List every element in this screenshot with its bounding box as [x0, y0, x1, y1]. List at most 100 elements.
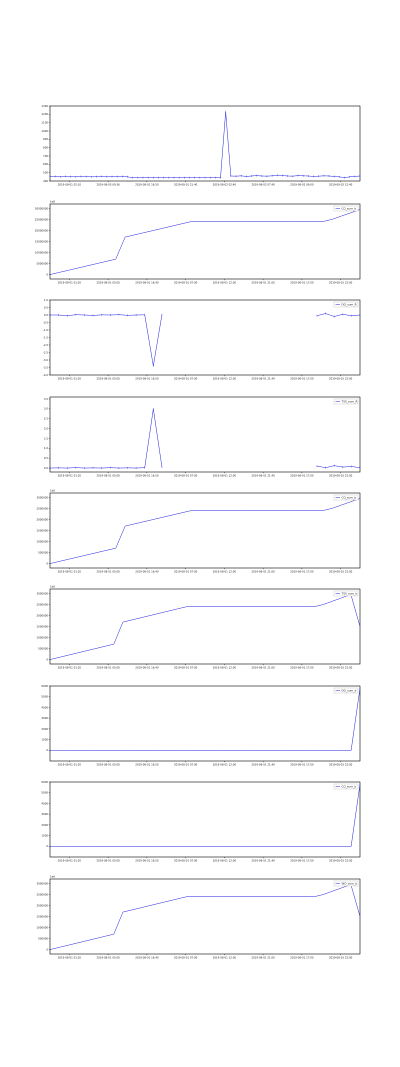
x-tick-label: 2019-08-01 16:40: [135, 570, 159, 574]
plot-frame: [49, 588, 361, 665]
x-tick-label: 2019-08-01 22:00: [329, 377, 353, 381]
x-tick-label: 2019-08-01 07:00: [174, 763, 198, 767]
x-tick-label: 2019-08-01 17:00: [290, 377, 314, 381]
y-tick-label: 1.0: [44, 446, 48, 450]
y-tick-label: 1000000: [36, 539, 48, 543]
y-tick-label: 4000: [41, 801, 48, 805]
y-tick-label: 800: [43, 146, 48, 150]
series-line: [49, 498, 361, 564]
legend-label: CO_sum_b: [342, 207, 357, 211]
x-tick-label: 2019-08-01 21:00: [251, 666, 275, 670]
chart-panel: 1e6 0 500000 1000000 1500000 2000000 2500000 30…: [0, 583, 400, 675]
y-tick-label: 500000: [38, 550, 48, 554]
y-tick-label: 1000: [41, 737, 48, 741]
legend-box: [333, 398, 359, 405]
plot-frame: [49, 396, 361, 473]
y-tick-label: 15000000: [35, 239, 49, 243]
y-tick-label: 25000000: [35, 217, 49, 221]
axis-exponent: 1e6: [50, 875, 55, 879]
plot-frame: [49, 299, 361, 376]
y-tick-label: 500000: [38, 936, 48, 940]
y-tick-label: 6000: [41, 780, 48, 784]
x-tick-label: 2019-08-01 17:00: [290, 281, 314, 285]
chart-panel: -4.0 -3.5 -3.0 -2.5 -2.0 -1.5 -1.0 -0.5 0.0 0.5 1.…: [0, 294, 400, 386]
x-tick-label: 2019-08-01 22:00: [329, 763, 353, 767]
y-tick-label: 1500000: [36, 624, 48, 628]
legend-label: CO_sum_b: [342, 785, 357, 789]
chart-svg: -4.0 -3.5 -3.0 -2.5 -2.0 -1.5 -1.0 -0.5 0.0 0.5 1.…: [43, 298, 361, 381]
x-tick-label: 2019-08-01 16:50: [135, 859, 159, 863]
chart-panel: 1e8 0 5000000 10000000 15000000 20000000 25000…: [0, 198, 400, 290]
y-tick-label: 0: [46, 947, 48, 951]
x-tick-label: 2019-08-01 12:00: [213, 956, 237, 960]
y-tick-label: -1.5: [43, 335, 48, 339]
chart-svg: 0 1000 2000 3000 4000 5000 6000 2019-08-01 01:2…: [41, 684, 361, 767]
y-tick-label: 2000000: [36, 517, 48, 521]
x-tick-label: 2019-08-01 07:00: [174, 474, 198, 478]
x-tick-label: 2019-08-01 21:00: [251, 956, 275, 960]
y-tick-label: 700: [43, 154, 48, 158]
y-tick-label: 2000: [41, 727, 48, 731]
y-tick-label: 20000000: [35, 228, 49, 232]
x-tick-label: 2019-08-01 21:40: [251, 474, 275, 478]
y-tick-label: 0.5: [44, 456, 48, 460]
y-tick-label: 3.5: [44, 397, 48, 401]
y-tick-label: -0.5: [43, 320, 48, 324]
y-tick-label: 3000: [41, 812, 48, 816]
y-tick-label: 900: [43, 137, 48, 141]
x-tick-label: 2019-08-01 01:20: [58, 377, 82, 381]
x-tick-label: 2019-08-05 09:36: [96, 183, 120, 187]
x-tick-label: 2019-08-01 17:00: [290, 570, 314, 574]
x-tick-label: 2019-08-01 05:00: [96, 956, 120, 960]
x-tick-label: 2019-08-01 07:00: [174, 666, 198, 670]
x-tick-label: 2019-08-01 05:00: [96, 763, 120, 767]
series-line: [49, 884, 361, 950]
legend-box: [333, 687, 359, 694]
plot-frame: [49, 685, 361, 762]
y-tick-label: 0.0: [44, 466, 48, 470]
x-tick-label: 2019-08-01 05:00: [96, 377, 120, 381]
x-tick-label: 2019-08-01 07:00: [174, 570, 198, 574]
y-tick-label: -3.0: [43, 358, 48, 362]
legend-label: DO_sum_b: [342, 689, 357, 693]
x-tick-label: 2019-08-01 22:00: [329, 570, 353, 574]
x-tick-label: 2019-08-01 05:00: [96, 474, 120, 478]
x-tick-label: 2019-08-01 16:40: [135, 666, 159, 670]
x-tick-label: 2019-08-01 22:00: [329, 956, 353, 960]
x-tick-label: 2019-08-01 22:00: [329, 859, 353, 863]
y-tick-label: 0: [46, 272, 48, 276]
x-tick-label: 2019-08-01 05:00: [96, 859, 120, 863]
y-tick-label: 3000000: [36, 881, 48, 885]
chart-panel: 0.0 0.5 1.0 1.5 2.0 2.5 3.0 3.5 2019-08-01 01:20…: [0, 391, 400, 483]
legend-label: TSS_sum_R: [341, 400, 358, 404]
y-tick-label: 0.5: [44, 305, 48, 309]
y-tick-label: 0: [46, 657, 48, 661]
y-tick-label: 2500000: [36, 602, 48, 606]
y-tick-label: -3.5: [43, 365, 48, 369]
x-tick-label: 2019-08-01 22:00: [329, 474, 353, 478]
chart-panel: 400 500 600 700 800 900 1000 1100 1200 1300 2019-0…: [0, 100, 400, 192]
y-tick-label: 2500000: [36, 892, 48, 896]
x-tick-label: 2019-08-01 16:40: [135, 281, 159, 285]
x-tick-label: 2019-08-01 17:00: [290, 763, 314, 767]
x-tick-label: 2019-08-01 07:00: [174, 956, 198, 960]
y-tick-label: 1500000: [36, 914, 48, 918]
y-tick-label: 0: [46, 748, 48, 752]
x-tick-label: 2019-08-01 21:40: [251, 859, 275, 863]
chart-svg: 0.0 0.5 1.0 1.5 2.0 2.5 3.0 3.5 2019-08-01 01:20…: [44, 396, 361, 478]
y-tick-label: 2.0: [44, 426, 48, 430]
y-tick-label: 5000000: [36, 261, 48, 265]
y-tick-label: 2000: [41, 823, 48, 827]
y-tick-label: 0.0: [44, 313, 48, 317]
x-tick-label: 2019-08-01 16:40: [135, 956, 159, 960]
x-tick-label: 2019-08-01 12:00: [213, 763, 237, 767]
legend-box: [333, 494, 359, 501]
legend-label: WO_sum_b: [342, 882, 358, 886]
plot-frame: [49, 878, 361, 955]
x-tick-label: 2019-08-01 01:20: [58, 570, 82, 574]
legend-label: TSS_sum_b: [341, 592, 358, 596]
y-tick-label: 30000000: [35, 206, 49, 210]
x-tick-label: 2019-08-02 02:40: [213, 183, 237, 187]
series-line: [49, 594, 361, 660]
series-line: [49, 209, 361, 275]
